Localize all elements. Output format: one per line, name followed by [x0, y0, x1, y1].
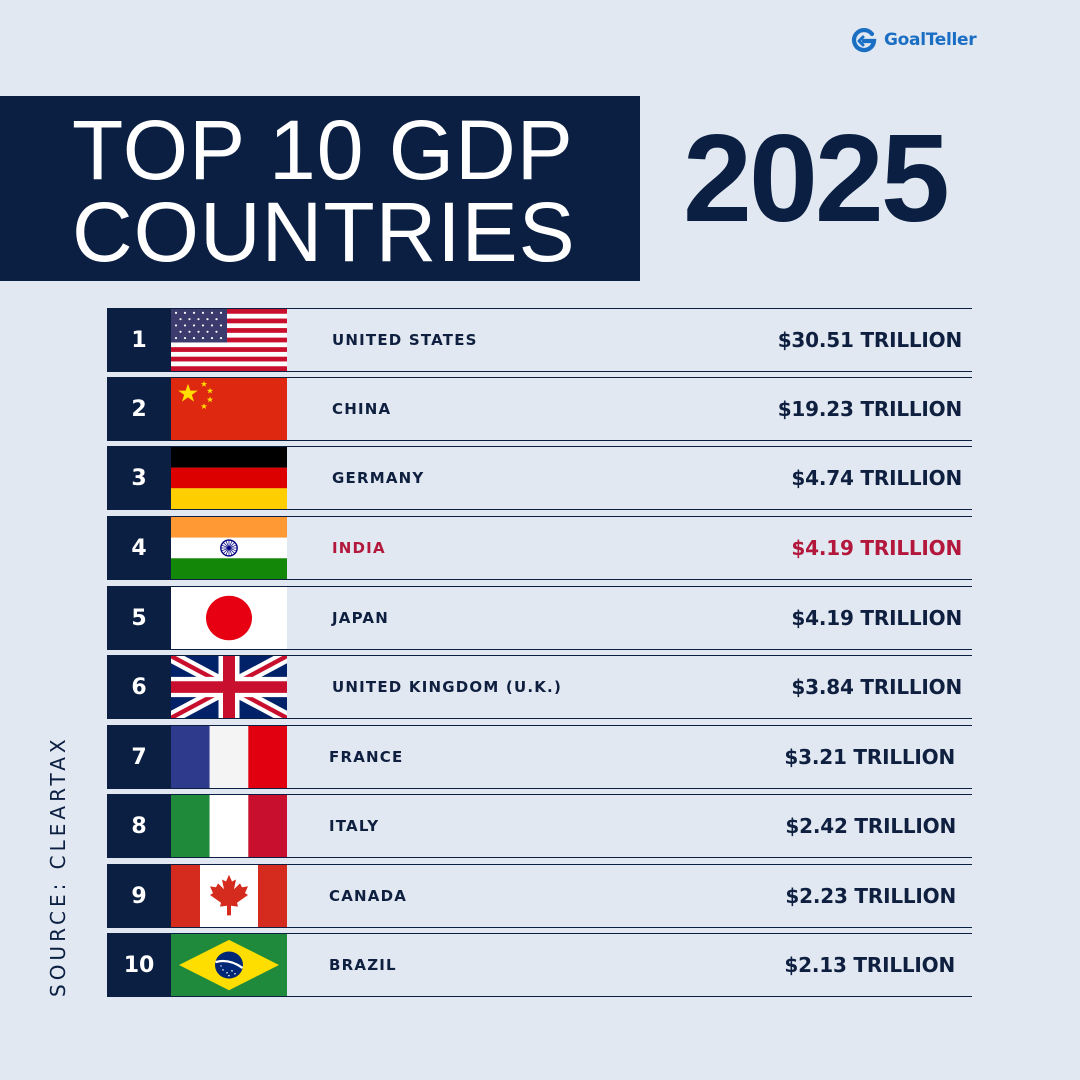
- gdp-value: $3.84 TRILLION: [791, 675, 962, 699]
- gdp-value: $4.74 TRILLION: [791, 466, 962, 490]
- table-row: 6 UNITED KINGDOM (U.K.) $3.84 TRILLION: [107, 655, 972, 719]
- gdp-value: $4.19 TRILLION: [791, 606, 962, 630]
- table-row: 2 CHINA $19.23 TRILLION: [107, 377, 972, 441]
- gdp-value: $30.51 TRILLION: [777, 328, 962, 352]
- goalteller-logo-icon: [851, 27, 877, 53]
- canada-flag-icon: [171, 865, 287, 927]
- rank-badge: 5: [107, 587, 171, 649]
- table-row: 9 CANADA $2.23 TRILLION: [107, 864, 972, 928]
- usa-flag-icon: [171, 309, 287, 371]
- gdp-value: $2.13 TRILLION: [784, 953, 955, 977]
- table-row: 8 ITALY $2.42 TRILLION: [107, 794, 972, 858]
- rank-badge: 8: [107, 795, 171, 857]
- country-name: FRANCE: [329, 748, 404, 766]
- country-name: UNITED KINGDOM (U.K.): [332, 678, 562, 696]
- title-banner: [0, 96, 640, 281]
- table-row: 4 INDIA $4.19 TRILLION: [107, 516, 972, 580]
- gdp-value: $19.23 TRILLION: [777, 397, 962, 421]
- table-row: 1 UNITED STATES $30.51 TRILLION: [107, 308, 972, 372]
- country-name: CHINA: [332, 400, 392, 418]
- rank-badge: 10: [107, 934, 171, 996]
- italy-flag-icon: [171, 795, 287, 857]
- rank-badge: 4: [107, 517, 171, 579]
- germany-flag-icon: [171, 447, 287, 509]
- country-name: GERMANY: [332, 469, 425, 487]
- year-heading: 2025: [683, 110, 950, 248]
- rank-badge: 6: [107, 656, 171, 718]
- brazil-flag-icon: [171, 934, 287, 996]
- uk-flag-icon: [171, 656, 287, 718]
- india-flag-icon: [171, 517, 287, 579]
- title-line-1: TOP 10 GDP: [72, 103, 574, 197]
- country-name: JAPAN: [332, 609, 389, 627]
- country-name: ITALY: [329, 817, 380, 835]
- country-name: BRAZIL: [329, 956, 397, 974]
- table-row: 10 BRAZIL $2.13 TRILLION: [107, 933, 972, 997]
- country-name: CANADA: [329, 887, 408, 905]
- rank-badge: 2: [107, 378, 171, 440]
- rank-badge: 3: [107, 447, 171, 509]
- title-line-2: COUNTRIES: [72, 185, 576, 279]
- country-name: INDIA: [332, 539, 386, 557]
- table-row: 5 JAPAN $4.19 TRILLION: [107, 586, 972, 650]
- gdp-value: $4.19 TRILLION: [791, 536, 962, 560]
- goalteller-logo[interactable]: GoalTeller: [850, 26, 977, 54]
- gdp-value: $3.21 TRILLION: [784, 745, 955, 769]
- source-credit: SOURCE: CLEARTAX: [46, 735, 70, 997]
- table-row: 3 GERMANY $4.74 TRILLION: [107, 446, 972, 510]
- gdp-value: $2.23 TRILLION: [785, 884, 956, 908]
- rank-badge: 1: [107, 309, 171, 371]
- rank-badge: 9: [107, 865, 171, 927]
- japan-flag-icon: [171, 587, 287, 649]
- france-flag-icon: [171, 726, 287, 788]
- china-flag-icon: [171, 378, 287, 440]
- brand-name: GoalTeller: [884, 30, 977, 50]
- table-row: 7 FRANCE $3.21 TRILLION: [107, 725, 972, 789]
- country-name: UNITED STATES: [332, 331, 478, 349]
- rank-badge: 7: [107, 726, 171, 788]
- gdp-value: $2.42 TRILLION: [785, 814, 956, 838]
